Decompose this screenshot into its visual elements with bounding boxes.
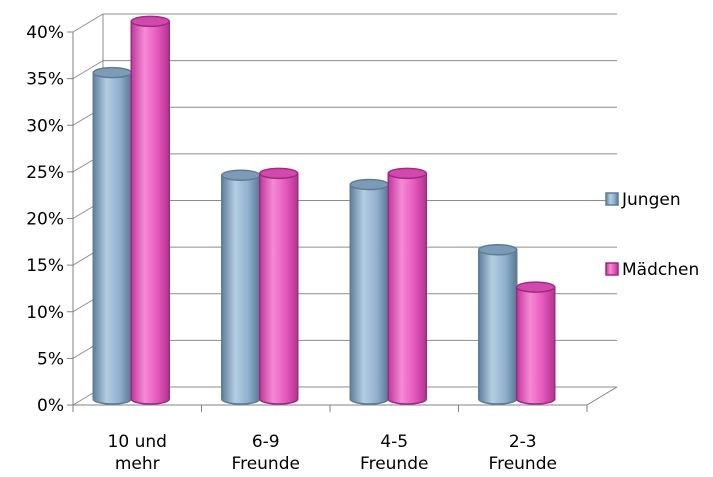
bar-mdchen <box>130 15 170 405</box>
bar-top <box>221 169 261 181</box>
legend: Jungen Mädchen <box>605 190 699 280</box>
category-label: 10 und mehr <box>108 432 167 474</box>
bar-top <box>387 167 427 180</box>
bar-body <box>130 20 170 405</box>
category-label: 6-9 Freunde <box>232 432 300 474</box>
bar-body <box>221 174 261 405</box>
y-tick-label: 30% <box>26 116 64 136</box>
bar-top <box>516 281 556 293</box>
y-tick-label: 0% <box>37 396 64 416</box>
category-label: 2-3 Freunde <box>489 432 557 474</box>
bar-mdchen <box>516 281 556 405</box>
bar-body <box>478 249 518 405</box>
bars <box>92 15 556 405</box>
bar-top <box>478 244 518 256</box>
category-label: 4-5 Freunde <box>360 432 428 474</box>
bar-top <box>259 167 299 180</box>
bar-jungen <box>478 244 518 405</box>
floor-right-edge <box>586 386 618 406</box>
bar-body <box>349 183 389 405</box>
legend-label: Mädchen <box>622 260 699 280</box>
bar-mdchen <box>387 167 427 405</box>
bar-body <box>387 172 427 405</box>
gridline-depth <box>72 13 104 33</box>
bar-top <box>92 66 132 79</box>
y-tick-label: 40% <box>26 23 64 43</box>
bar-mdchen <box>259 167 299 405</box>
axis-labels: 0% 5% 10% 15% 20% 25% 30% 35% 40% 10 und mehr 6-9 Fr… <box>26 23 557 474</box>
y-tick-label: 5% <box>37 349 64 369</box>
legend-label: Jungen <box>621 190 681 210</box>
y-tick-label: 25% <box>26 163 64 183</box>
y-tick-label: 35% <box>26 70 64 90</box>
bar-jungen <box>221 169 261 405</box>
gridline-depth <box>72 60 104 80</box>
bar-body <box>92 71 132 405</box>
bar-body <box>516 286 556 405</box>
legend-swatch <box>605 192 619 206</box>
bar-jungen <box>92 66 132 405</box>
bar-top <box>349 178 389 191</box>
y-tick-label: 10% <box>26 303 64 323</box>
y-tick-label: 15% <box>26 256 64 276</box>
legend-swatch <box>605 262 619 276</box>
bar-body <box>259 172 299 405</box>
y-tick-label: 20% <box>26 210 64 230</box>
bar-jungen <box>349 178 389 405</box>
bar-top <box>130 15 170 28</box>
